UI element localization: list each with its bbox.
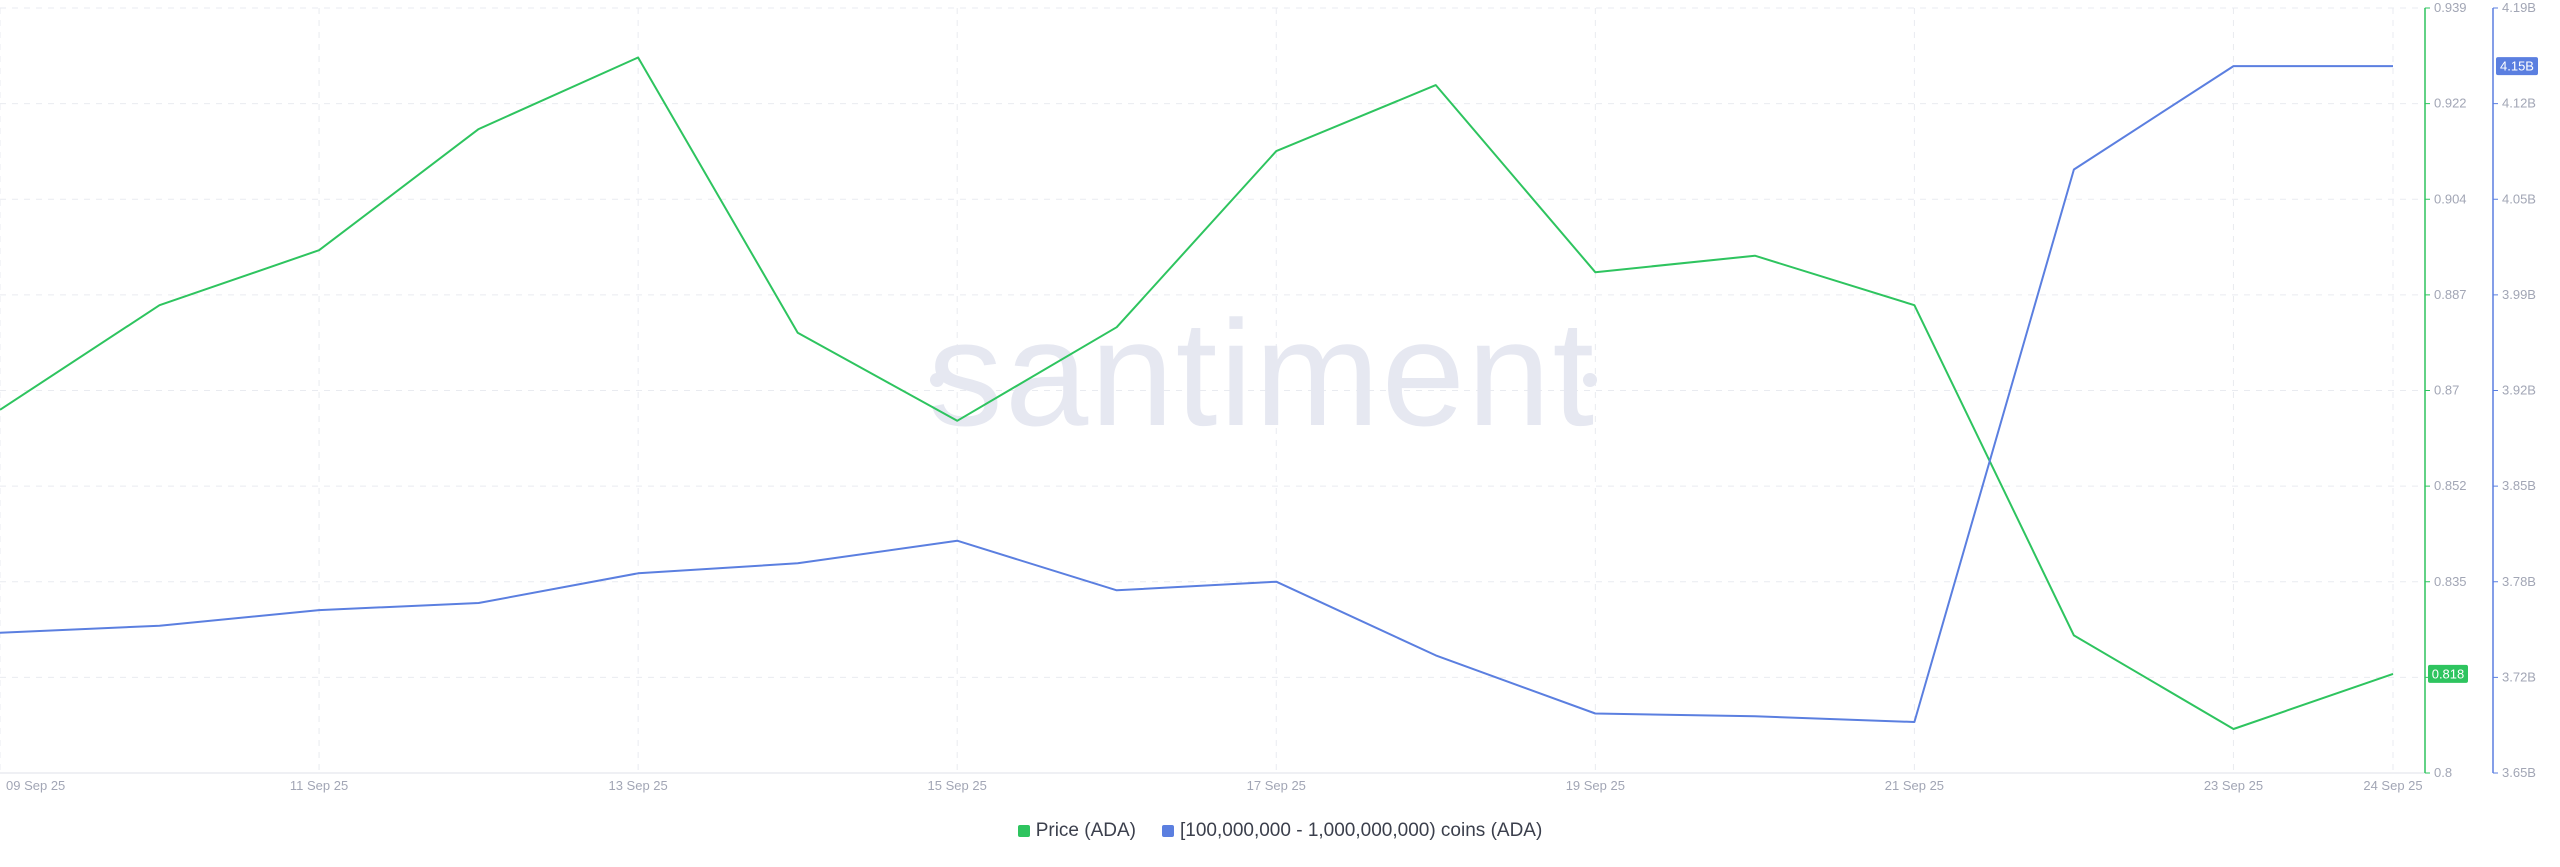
badge-label: 0.818 — [2432, 666, 2465, 681]
holders-swatch-icon — [1162, 825, 1174, 837]
badge-label: 4.15B — [2500, 59, 2534, 74]
price-axis-tick-label: 0.922 — [2434, 96, 2467, 111]
holders-axis-tick-label: 3.92B — [2502, 383, 2536, 398]
x-axis-tick-label: 19 Sep 25 — [1566, 778, 1625, 793]
x-axis-tick-label: 21 Sep 25 — [1885, 778, 1944, 793]
x-axis-tick-label: 17 Sep 25 — [1247, 778, 1306, 793]
holders-axis-tick-label: 3.78B — [2502, 574, 2536, 589]
watermark-dot-left — [930, 373, 944, 387]
watermark-dot-right — [1583, 373, 1597, 387]
grid — [0, 7, 2425, 774]
legend-label-price: Price (ADA) — [1035, 820, 1136, 841]
holders-axis-tick-label: 3.72B — [2502, 669, 2536, 684]
legend-label-holders: [100,000,000 - 1,000,000,000) coins (ADA… — [1180, 820, 1543, 841]
holders-axis-tick-label: 4.05B — [2502, 191, 2536, 206]
x-axis-tick-label: 11 Sep 25 — [290, 778, 348, 793]
holders-line — [0, 65, 2393, 723]
badge-background — [2428, 664, 2468, 683]
axes: 0.939 0.922 0.904 0.887 0.87 0.852 0.835 0.818 0… — [6, 0, 2538, 793]
x-axis-tick-label: 09 Sep 25 — [6, 778, 65, 793]
holders-axis-tick-label: 3.65B — [2502, 765, 2536, 780]
x-axis-tick-label: 15 Sep 25 — [928, 778, 987, 793]
x-axis-tick-label: 24 Sep 25 — [2363, 778, 2422, 793]
holders-axis-tick-label: 3.85B — [2502, 478, 2536, 493]
legend: Price (ADA) [100,000,000 - 1,000,000,000… — [0, 820, 2560, 842]
price-axis-tick-label: 0.87 — [2434, 383, 2459, 398]
legend-item-price[interactable]: Price (ADA) — [1017, 820, 1136, 842]
x-axis-tick-label: 13 Sep 25 — [608, 778, 667, 793]
x-axis-tick-label: 23 Sep 25 — [2204, 778, 2263, 793]
holders-axis-tick-label: 3.99B — [2502, 287, 2536, 302]
holders-last-value-badge: 4.15B — [2496, 57, 2538, 76]
price-axis-tick-label: 0.852 — [2434, 478, 2467, 493]
price-line — [0, 56, 2394, 730]
series — [0, 56, 2394, 730]
price-axis-tick-label: 0.835 — [2434, 574, 2467, 589]
santiment-watermark: santiment — [928, 289, 1596, 457]
price-last-value-badge: 0.818 — [2428, 664, 2468, 683]
price-swatch-icon — [1017, 825, 1030, 837]
badge-background — [2496, 57, 2538, 76]
price-axis-tick-label: 0.8 — [2434, 765, 2452, 780]
price-axis-tick-label: 0.904 — [2434, 191, 2467, 206]
holders-axis-tick-label: 4.19B — [2502, 0, 2536, 15]
price-axis-tick-label: 0.939 — [2434, 0, 2467, 15]
legend-item-holders[interactable]: [100,000,000 - 1,000,000,000) coins (ADA… — [1162, 820, 1542, 842]
price-axis-tick-label: 0.887 — [2434, 287, 2467, 302]
holders-axis-tick-label: 4.12B — [2502, 96, 2536, 111]
